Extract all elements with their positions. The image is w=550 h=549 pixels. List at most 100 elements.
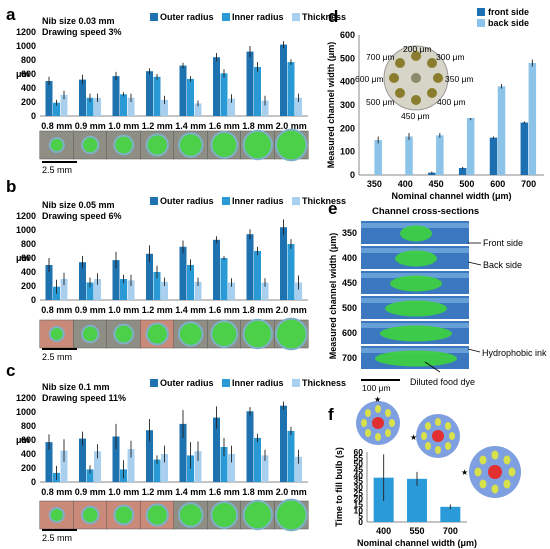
xtick-c-0: 0.8 mm <box>41 487 72 497</box>
inset-label-350: 350 μm <box>445 74 474 84</box>
xtick-f-0: 400 <box>376 526 391 536</box>
photo-spot-b-7 <box>276 319 306 349</box>
e-row-label-2: 450 <box>342 278 357 288</box>
bar-c-0-1 <box>79 438 86 482</box>
bar-c-2-0 <box>60 450 68 482</box>
bar-c-1-1 <box>86 469 94 482</box>
bar-a-2-4 <box>194 103 202 116</box>
legend-swatch-c-0 <box>150 379 158 387</box>
photo-spot-c-5 <box>212 503 237 527</box>
bar-c-1-3 <box>153 459 161 482</box>
bar-b-1-2 <box>120 279 127 300</box>
xtick-b-2: 1.0 mm <box>108 305 139 315</box>
ytick-f-1: 5 <box>358 511 363 521</box>
xtick-b-0: 0.8 mm <box>41 305 72 315</box>
bar-b-0-5 <box>213 239 220 300</box>
e-strip-top-3 <box>361 298 469 303</box>
photo-spot-c-2 <box>115 506 133 524</box>
panel-label-c: c <box>6 361 15 380</box>
photo-spot-b-1 <box>83 326 98 342</box>
xlabel-f: Nominal channel width (μm) <box>357 538 477 548</box>
ytick-a-2: 400 <box>21 83 36 93</box>
bar-a-1-6 <box>254 67 261 116</box>
e-strip-top-1 <box>361 248 469 253</box>
chart-d: 0 100 200 300 400 500 600 Measured channel widt… <box>326 7 544 201</box>
bar-c-1-7 <box>287 430 295 482</box>
bar-b-2-5 <box>228 282 235 300</box>
bar-b-2-1 <box>94 279 101 300</box>
e-title: Channel cross-sections <box>372 206 479 217</box>
bar-b-1-6 <box>254 251 261 300</box>
ytick-c-0: 0 <box>31 477 36 487</box>
e-annot-back: Back side <box>483 260 522 270</box>
annot2-c: Drawing speed 11% <box>42 393 126 403</box>
legend-a-0: Outer radius <box>160 12 214 22</box>
bar-c-2-6 <box>261 455 269 482</box>
xtick-c-4: 1.4 mm <box>175 487 206 497</box>
ytick-d-1: 100 <box>340 147 355 157</box>
photo-spot-c-3 <box>147 505 167 525</box>
xtick-c-7: 2.0 mm <box>276 487 307 497</box>
ytick-c-6: 1200 <box>16 393 36 403</box>
legend-swatch-b-0 <box>150 197 158 205</box>
ytick-f-4: 20 <box>354 494 364 504</box>
bar-a-2-5 <box>228 98 235 116</box>
photo-spot-b-0 <box>50 328 63 340</box>
chart-a: 0 200 400 600 800 1000 1200 μm 0.8 mm 0.9 mm 1.0 m… <box>16 12 346 131</box>
bar-a-0-2 <box>112 76 120 116</box>
panel-label-e: e <box>328 199 337 218</box>
photos-b <box>39 317 309 351</box>
ytick-d-3: 300 <box>340 100 355 110</box>
ytick-f-6: 30 <box>354 482 364 492</box>
bar-b-0-4 <box>179 246 187 300</box>
xtick-c-5: 1.6 mm <box>209 487 240 497</box>
panel-label-b: b <box>6 177 16 196</box>
bar-a-0-5 <box>213 57 220 116</box>
xtick-d-2: 450 <box>429 179 444 189</box>
bar-d-0-2 <box>428 172 436 175</box>
xlabel-d: Nominal channel width (μm) <box>391 191 511 201</box>
d-inset-photo: 200 μm 300 μm 350 μm 400 μm 450 μm 500 μ… <box>355 40 474 121</box>
annot1-a: Nib size 0.03 mm <box>42 16 115 26</box>
photo-spot-a-5 <box>212 133 237 157</box>
ytick-c-4: 800 <box>21 421 36 431</box>
bar-a-2-6 <box>261 100 269 116</box>
e-row-label-4: 600 <box>342 328 357 338</box>
ytick-d-2: 200 <box>340 123 355 133</box>
e-ylabel: Measured channel width (μm) <box>328 233 338 360</box>
bar-c-2-7 <box>295 456 302 482</box>
bar-a-1-5 <box>220 73 228 116</box>
annot1-c: Nib size 0.1 mm <box>42 382 110 392</box>
xtick-a-6: 1.8 mm <box>242 121 273 131</box>
xtick-f-1: 550 <box>409 526 424 536</box>
annot2-b: Drawing speed 6% <box>42 211 122 221</box>
legend-swatch-c-2 <box>292 379 300 387</box>
inset-label-450: 450 μm <box>401 111 430 121</box>
bar-c-2-5 <box>228 454 235 482</box>
xtick-f-2: 700 <box>443 526 458 536</box>
e-row-label-0: 350 <box>342 228 357 238</box>
photo-spot-c-1 <box>83 507 98 523</box>
bar-c-2-4 <box>194 451 202 482</box>
photo-spot-c-7 <box>276 500 306 530</box>
xtick-d-4: 600 <box>490 179 505 189</box>
xtick-c-6: 1.8 mm <box>242 487 273 497</box>
bar-b-1-5 <box>220 258 228 300</box>
inset-label-300: 300 μm <box>436 52 465 62</box>
ylabel-f: Time to fill bulb (s) <box>334 447 344 527</box>
bar-c-0-0 <box>45 442 53 482</box>
bar-a-2-7 <box>295 97 302 116</box>
ytick-a-1: 200 <box>21 97 36 107</box>
e-channel-5 <box>375 350 457 367</box>
ytick-b-2: 400 <box>21 267 36 277</box>
legend-swatch-a-0 <box>150 13 158 21</box>
ytick-b-6: 1200 <box>16 211 36 221</box>
bar-c-0-5 <box>213 417 220 482</box>
bar-c-2-1 <box>94 451 101 482</box>
ytick-d-4: 400 <box>340 77 355 87</box>
scale-bar-c: 2.5 mm <box>42 533 72 543</box>
bar-a-1-2 <box>120 94 127 116</box>
bar-b-0-1 <box>79 262 86 300</box>
svg-text:★: ★ <box>410 433 417 442</box>
photo-spot-b-6 <box>244 320 271 348</box>
